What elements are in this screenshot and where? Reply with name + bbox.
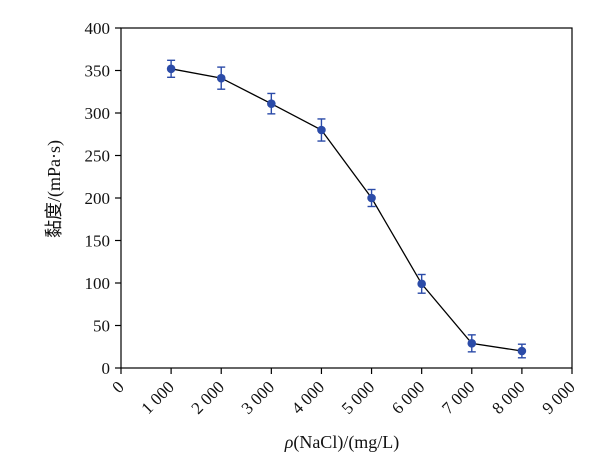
x-tick-label: 8 000	[488, 377, 528, 417]
y-axis-label: 黏度/(mPa·s)	[44, 140, 65, 238]
y-tick-label: 200	[85, 189, 111, 208]
x-axis: 0 1 000 2 000 3 000 4 000 5 000 6 000 7 000 8 00…	[108, 368, 579, 418]
y-tick-label: 350	[85, 62, 111, 81]
y-tick-label: 100	[85, 274, 111, 293]
data-point	[367, 193, 376, 203]
plot-area	[120, 27, 573, 369]
plot-border	[120, 27, 573, 369]
x-tick-label: 2 000	[188, 377, 228, 417]
data-point	[317, 125, 326, 135]
data-point	[467, 339, 477, 348]
data-point	[417, 279, 426, 289]
series-line	[170, 68, 522, 352]
y-tick-label: 0	[102, 359, 111, 378]
x-tick-label: 6 000	[388, 377, 428, 417]
y-tick-label: 250	[85, 147, 111, 166]
x-tick-label: 7 000	[438, 377, 478, 417]
series-layer	[166, 59, 527, 359]
x-tick-label: 0	[108, 377, 127, 396]
y-tick-label: 300	[85, 104, 111, 123]
y-axis: 0 50 100 150 200 250 300 350 400	[85, 19, 121, 378]
y-tick-label: 50	[93, 317, 110, 336]
data-point	[267, 99, 276, 108]
x-tick-label: 3 000	[238, 377, 278, 417]
data-point	[517, 346, 527, 356]
data-point	[216, 73, 226, 83]
x-axis-label: ρ(NaCl)/(mg/L)	[284, 432, 400, 453]
x-tick-label: 4 000	[288, 377, 328, 417]
y-tick-label: 400	[85, 19, 111, 38]
x-tick-label: 9 000	[538, 377, 578, 417]
data-point	[166, 64, 176, 74]
x-tick-label: 1 000	[137, 377, 177, 417]
x-tick-label: 5 000	[338, 377, 378, 417]
y-tick-label: 150	[85, 232, 111, 251]
